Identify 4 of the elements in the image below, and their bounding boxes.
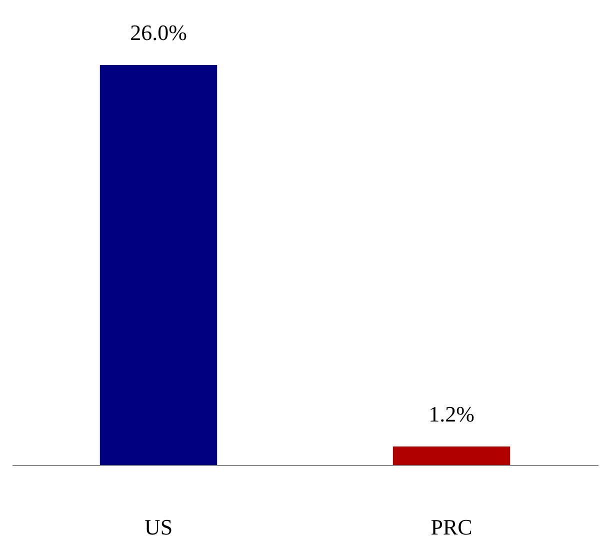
data-label: 1.2% xyxy=(428,402,474,427)
x-tick-label: US xyxy=(144,514,173,540)
x-tick-label: PRC xyxy=(430,514,472,540)
data-label: 26.0% xyxy=(130,20,187,45)
